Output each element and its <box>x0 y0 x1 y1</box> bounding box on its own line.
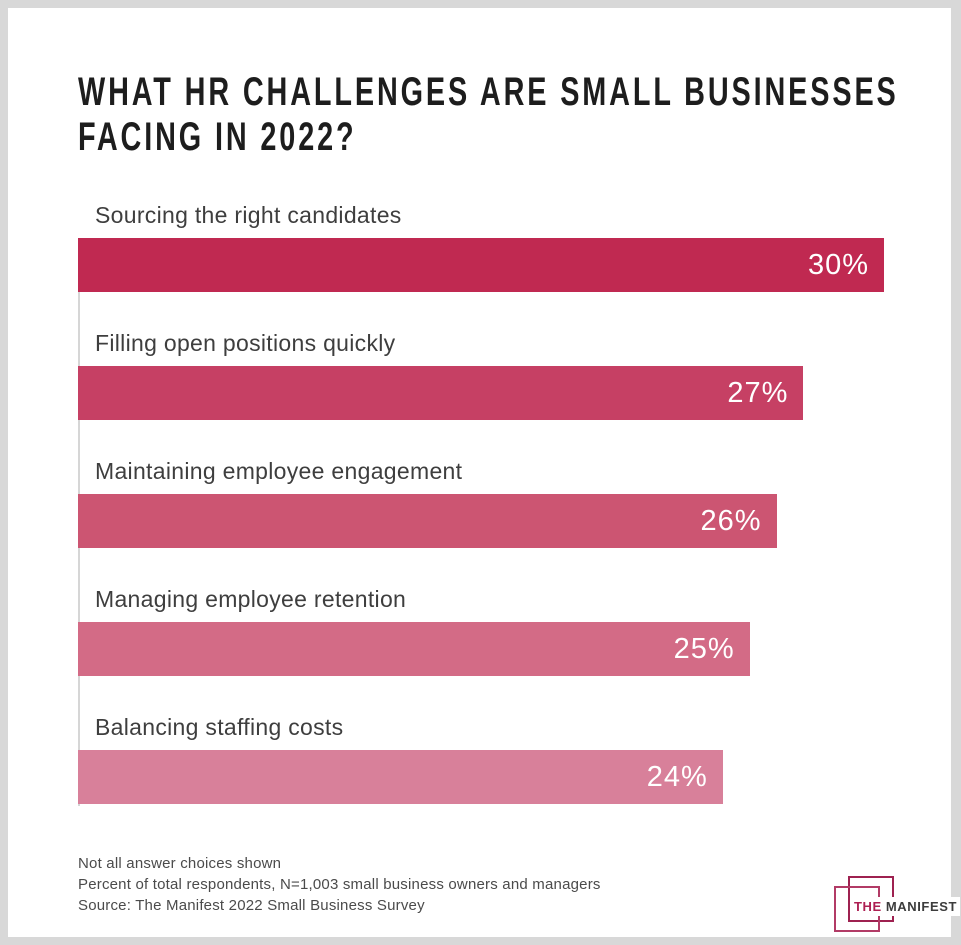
chart-title-line2: FACING IN 2022? <box>78 115 357 159</box>
chart-canvas: WHAT HR CHALLENGES ARE SMALL BUSINESSES … <box>8 8 961 937</box>
footnote-answer-choices: Not all answer choices shown <box>78 855 282 872</box>
logo-wordmark: THE MANIFEST <box>851 897 961 916</box>
bar: 26% <box>78 494 777 548</box>
bar-row: Sourcing the right candidates 30% <box>78 200 884 292</box>
bar-row: Managing employee retention 25% <box>78 584 884 676</box>
bar-rows: Sourcing the right candidates 30% Filling … <box>78 200 884 804</box>
manifest-logo: THE MANIFEST <box>834 876 961 934</box>
bar-label: Filling open positions quickly <box>95 330 396 356</box>
bar-row: Maintaining employee engagement 26% <box>78 456 884 548</box>
logo-text-the: THE <box>854 899 882 914</box>
bar-chart: Sourcing the right candidates 30% Filling … <box>78 200 884 840</box>
bar-row: Balancing staffing costs 24% <box>78 712 884 804</box>
bar-value-label: 24% <box>646 760 708 793</box>
bar: 24% <box>78 750 723 804</box>
bar-label: Balancing staffing costs <box>95 714 344 740</box>
bar: 30% <box>78 238 884 292</box>
footnotes: Not all answer choices shown Percent of … <box>78 853 601 916</box>
bar-value-label: 27% <box>727 376 789 409</box>
bar: 27% <box>78 366 804 420</box>
footnote-source: Source: The Manifest 2022 Small Business… <box>78 897 425 914</box>
bar-label: Maintaining employee engagement <box>95 458 463 484</box>
bar-label: Managing employee retention <box>95 586 407 612</box>
bar-value-label: 26% <box>700 504 762 537</box>
bar-label: Sourcing the right candidates <box>95 202 402 228</box>
chart-title: WHAT HR CHALLENGES ARE SMALL BUSINESSES … <box>78 70 899 160</box>
bar-row: Filling open positions quickly 27% <box>78 328 884 420</box>
bar-value-label: 30% <box>807 248 869 281</box>
footnote-respondents: Percent of total respondents, N=1,003 sm… <box>78 876 601 893</box>
logo-text-manifest: MANIFEST <box>885 899 958 914</box>
bar-value-label: 25% <box>673 632 735 665</box>
bar: 25% <box>78 622 750 676</box>
chart-title-line1: WHAT HR CHALLENGES ARE SMALL BUSINESSES <box>78 70 899 114</box>
